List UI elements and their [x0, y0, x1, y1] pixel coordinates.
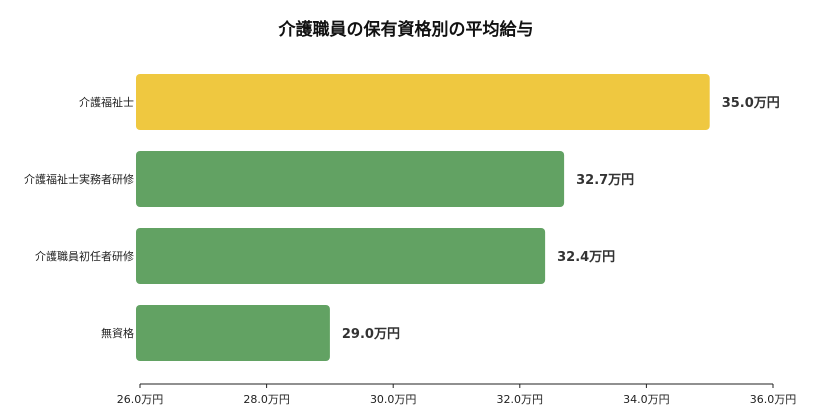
x-tick-label: 32.0万円 — [497, 393, 544, 406]
value-labels: 35.0万円 32.7万円 32.4万円 29.0万円 — [342, 96, 780, 342]
category-label: 介護福祉士実務者研修 — [24, 172, 134, 186]
value-label: 32.7万円 — [576, 173, 634, 188]
value-label: 32.4万円 — [557, 250, 615, 265]
x-tick-label: 34.0万円 — [623, 393, 670, 406]
x-axis-ticks: 26.0万円 28.0万円 30.0万円 32.0万円 34.0万円 36.0万円 — [117, 384, 797, 406]
category-label: 介護福祉士 — [79, 95, 134, 109]
x-tick-label: 30.0万円 — [370, 393, 417, 406]
category-label: 介護職員初任者研修 — [35, 249, 134, 263]
x-tick-label: 28.0万円 — [243, 393, 290, 406]
category-label: 無資格 — [101, 326, 134, 340]
x-tick-label: 26.0万円 — [117, 393, 164, 406]
bar — [136, 228, 546, 284]
bars-group — [136, 74, 710, 361]
x-tick-label: 36.0万円 — [750, 393, 797, 406]
bar — [136, 74, 710, 130]
bar — [136, 305, 330, 361]
value-label: 35.0万円 — [722, 96, 780, 111]
value-label: 29.0万円 — [342, 327, 400, 342]
chart-title: 介護職員の保有資格別の平均給与 — [278, 19, 534, 40]
bar — [136, 151, 565, 207]
